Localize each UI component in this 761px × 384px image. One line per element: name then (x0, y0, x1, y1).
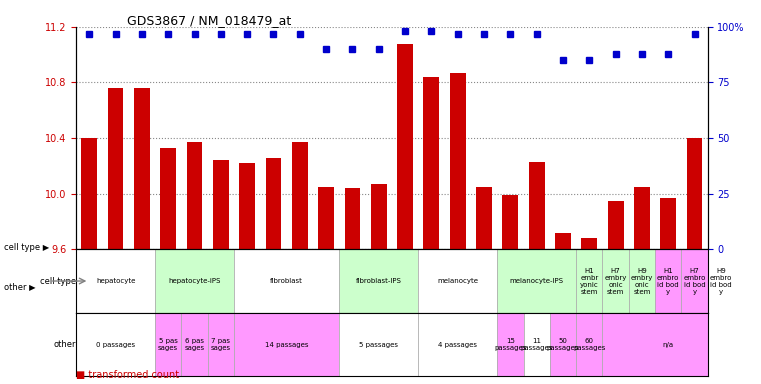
FancyBboxPatch shape (76, 249, 155, 313)
FancyBboxPatch shape (155, 249, 234, 313)
Bar (266, 157, 282, 249)
FancyBboxPatch shape (655, 249, 681, 313)
Text: H1
embro
id bod
y: H1 embro id bod y (657, 268, 680, 295)
FancyBboxPatch shape (419, 313, 497, 376)
Text: 5 pas
sages: 5 pas sages (158, 338, 178, 351)
Text: 0 passages: 0 passages (96, 341, 135, 348)
Bar (108, 88, 123, 249)
FancyBboxPatch shape (497, 313, 524, 376)
Text: n/a: n/a (663, 341, 673, 348)
FancyBboxPatch shape (234, 249, 339, 313)
Bar (634, 187, 650, 249)
FancyBboxPatch shape (629, 249, 655, 313)
Text: other ▶: other ▶ (4, 281, 36, 291)
Text: 15
passages: 15 passages (494, 338, 527, 351)
Text: other: other (53, 340, 76, 349)
FancyBboxPatch shape (576, 313, 603, 376)
Bar (345, 188, 361, 249)
Text: 7 pas
sages: 7 pas sages (211, 338, 231, 351)
Text: 4 passages: 4 passages (438, 341, 477, 348)
Text: hepatocyte: hepatocyte (96, 278, 135, 284)
FancyBboxPatch shape (708, 249, 734, 313)
Text: H7
embro
id bod
y: H7 embro id bod y (683, 268, 705, 295)
Bar (686, 138, 702, 249)
Bar (555, 233, 571, 249)
Bar (239, 163, 255, 249)
Bar (608, 200, 623, 249)
Bar (476, 187, 492, 249)
FancyBboxPatch shape (181, 313, 208, 376)
Text: H9
embro
id bod
y: H9 embro id bod y (710, 268, 732, 295)
Text: 11
passages: 11 passages (521, 338, 552, 351)
Text: 6 pas
sages: 6 pas sages (184, 338, 205, 351)
FancyBboxPatch shape (76, 313, 155, 376)
Bar (81, 138, 97, 249)
Bar (318, 187, 334, 249)
Bar (423, 77, 439, 249)
Text: fibroblast: fibroblast (270, 278, 303, 284)
Bar (186, 142, 202, 249)
Bar (161, 148, 176, 249)
Text: ■ transformed count: ■ transformed count (76, 370, 180, 380)
Bar (502, 195, 518, 249)
FancyBboxPatch shape (339, 313, 419, 376)
Text: 14 passages: 14 passages (265, 341, 308, 348)
FancyBboxPatch shape (681, 249, 708, 313)
Text: 60
passages: 60 passages (573, 338, 606, 351)
FancyBboxPatch shape (603, 313, 734, 376)
Text: hepatocyte-iPS: hepatocyte-iPS (168, 278, 221, 284)
Text: melanocyte-IPS: melanocyte-IPS (510, 278, 564, 284)
Bar (397, 43, 413, 249)
Text: GDS3867 / NM_018479_at: GDS3867 / NM_018479_at (126, 14, 291, 27)
Text: melanocyte: melanocyte (438, 278, 478, 284)
Text: H7
embry
onic
stem: H7 embry onic stem (604, 268, 627, 295)
Bar (371, 184, 387, 249)
Bar (292, 142, 307, 249)
FancyBboxPatch shape (576, 249, 603, 313)
FancyBboxPatch shape (549, 313, 576, 376)
FancyBboxPatch shape (339, 249, 419, 313)
FancyBboxPatch shape (208, 313, 234, 376)
Text: cell type: cell type (40, 276, 76, 286)
Text: 5 passages: 5 passages (359, 341, 398, 348)
Text: fibroblast-IPS: fibroblast-IPS (356, 278, 402, 284)
FancyBboxPatch shape (524, 313, 549, 376)
FancyBboxPatch shape (234, 313, 339, 376)
Bar (581, 238, 597, 249)
Text: 50
passages: 50 passages (547, 338, 579, 351)
Bar (661, 198, 677, 249)
FancyBboxPatch shape (497, 249, 576, 313)
Bar (213, 160, 229, 249)
Bar (134, 88, 150, 249)
Bar (529, 162, 545, 249)
Text: H9
embry
onic
stem: H9 embry onic stem (631, 268, 653, 295)
FancyBboxPatch shape (419, 249, 497, 313)
Text: H1
embr
yonic
stem: H1 embr yonic stem (580, 268, 599, 295)
FancyBboxPatch shape (155, 313, 181, 376)
FancyBboxPatch shape (603, 249, 629, 313)
Bar (450, 73, 466, 249)
Text: cell type ▶: cell type ▶ (4, 243, 49, 252)
